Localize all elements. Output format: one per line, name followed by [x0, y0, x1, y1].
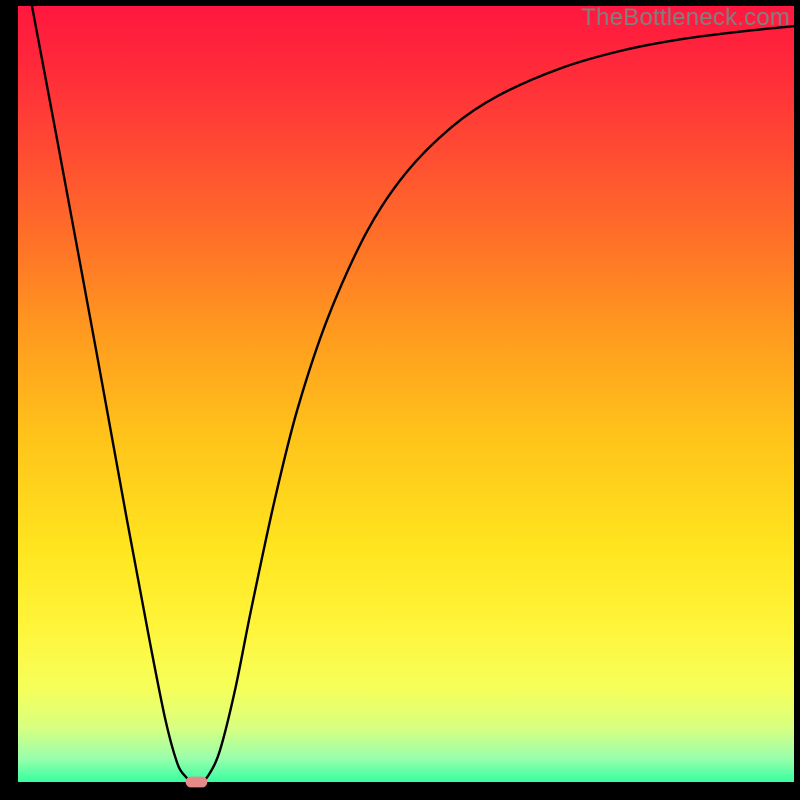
- chart-container: { "watermark": { "text": "TheBottleneck.…: [0, 0, 800, 800]
- bottleneck-chart: [0, 0, 800, 800]
- plot-area: [18, 6, 794, 782]
- minimum-marker: [186, 777, 208, 788]
- watermark-text: TheBottleneck.com: [581, 4, 790, 32]
